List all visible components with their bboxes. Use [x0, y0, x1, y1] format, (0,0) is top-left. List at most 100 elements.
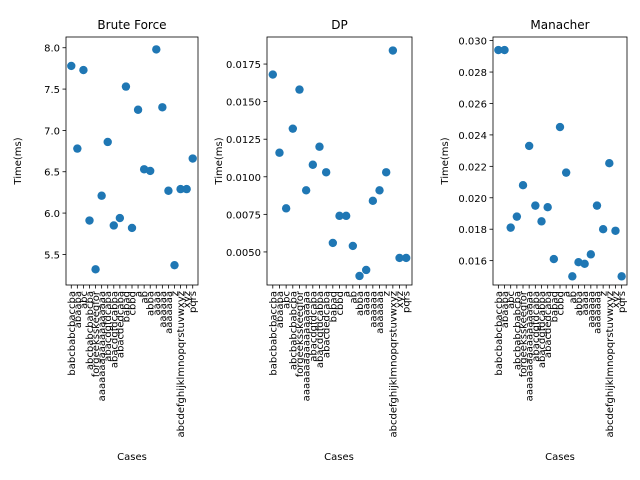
y-tick-label: 0.022 — [458, 162, 487, 173]
subplot-3: Manacher 0.016 0.018 0.020 0.022 0.024 0.026 0.… — [440, 18, 628, 463]
data-point — [500, 45, 509, 55]
data-point — [537, 217, 546, 226]
x-tick-label: aaaaaa — [586, 291, 597, 328]
data-point — [598, 225, 608, 234]
x-tick-label: abacdgfdcabba — [315, 291, 326, 368]
x-tick-label: ab — [568, 291, 579, 303]
data-point — [67, 61, 76, 71]
y-tick-label: 0.018 — [458, 225, 487, 236]
y-axis-label: Time(ms) — [214, 137, 225, 185]
y-tick-label: 0.0175 — [226, 60, 261, 71]
data-point — [315, 142, 324, 151]
x-tick-label: abcdefghijklmnopqrstuvwxyz — [176, 291, 187, 437]
y-tick-label: 0.030 — [458, 37, 487, 48]
data-point — [335, 211, 344, 221]
x-tick-label: abacdedcaba — [543, 291, 554, 358]
x-tick-label: cbbd — [335, 291, 346, 316]
x-tick-label: pqrs — [188, 291, 199, 313]
x-tick-label: cbbd — [556, 291, 567, 316]
x-tick-label: abacdgfdcaba — [103, 291, 114, 362]
x-tick-label: ab — [140, 291, 151, 303]
data-point — [611, 226, 620, 235]
y-tick-label: 8.0 — [44, 44, 60, 55]
data-point — [549, 254, 559, 264]
y-tick-label: 0.020 — [458, 194, 487, 205]
y-axis-label: Time(ms) — [440, 137, 451, 185]
data-point — [605, 159, 614, 168]
data-point — [402, 253, 411, 263]
data-point — [121, 82, 131, 91]
x-tick-label: xyz — [182, 291, 193, 308]
y-tick-label: 0.0100 — [226, 173, 261, 184]
data-point — [295, 85, 304, 94]
data-point — [561, 168, 571, 177]
data-point — [368, 196, 378, 206]
x-tick-label: abacdgfdcabba — [537, 291, 548, 368]
data-point — [79, 65, 88, 75]
x-tick-label: aaaaaaa — [164, 291, 175, 334]
x-tick-label: aaaaaaaaaaaaaaaaaa — [97, 291, 108, 401]
data-point — [301, 186, 311, 195]
x-tick-label: aaaa — [580, 291, 591, 316]
x-tick-label: babad — [328, 291, 339, 322]
x-tick-label: cbbd — [128, 291, 139, 316]
x-tick-label: aaaaaaaaaaaaaaaaaa — [525, 291, 536, 401]
data-point — [506, 223, 515, 232]
x-tick-label: abcdefghijklmnopqrstuvwxyz — [388, 291, 399, 437]
x-tick-label: a — [562, 291, 573, 297]
x-axis-label: Cases — [117, 452, 147, 463]
data-point — [91, 265, 100, 274]
data-point — [268, 70, 277, 79]
data-point — [592, 201, 602, 210]
data-point — [321, 168, 331, 177]
data-point — [288, 124, 298, 133]
data-point — [109, 221, 118, 230]
x-tick-label: abacdgfdcabba — [109, 291, 120, 368]
x-tick-label: abba — [574, 291, 585, 316]
x-tick-label: aaaaaaa — [375, 291, 386, 334]
plot-frame — [492, 36, 628, 286]
data-point — [176, 184, 185, 194]
data-point — [586, 250, 596, 259]
x-tick-label: abaaba — [275, 291, 286, 328]
y-tick-label: 6.5 — [44, 168, 60, 179]
plot-frame — [266, 36, 413, 286]
x-tick-label: aaaa — [152, 291, 163, 316]
data-point — [170, 260, 179, 270]
data-point — [518, 181, 528, 190]
data-point — [127, 223, 137, 233]
subplot-title: DP — [331, 18, 347, 32]
y-tick-label: 0.016 — [458, 257, 487, 268]
data-point — [381, 168, 391, 177]
x-tick-label: babad — [121, 291, 132, 322]
data-point — [524, 141, 534, 151]
data-point — [494, 45, 503, 55]
data-point — [568, 272, 577, 281]
x-tick-label: a — [342, 291, 353, 297]
y-axis-label: Time(ms) — [13, 137, 24, 185]
x-tick-label: xyz — [395, 291, 406, 308]
y-tick-label: 7.5 — [44, 85, 60, 96]
data-point — [555, 122, 565, 132]
y-tick-label: 0.0075 — [226, 210, 261, 221]
x-tick-label: abc — [282, 291, 293, 309]
x-tick-label: aaaaaaaaaaaaaaaaaa — [302, 291, 313, 401]
y-tick-label: 0.024 — [458, 131, 487, 142]
y-tick-label: 0.0150 — [226, 98, 261, 109]
x-tick-label: babcbabcbaccba — [67, 291, 78, 376]
data-point — [328, 238, 338, 248]
data-point — [580, 259, 589, 268]
x-tick-label: abcbabcbabcba — [512, 291, 523, 370]
data-point — [361, 265, 371, 275]
x-tick-label: aaaa — [362, 291, 373, 316]
x-tick-label: abcbabcbabcba — [288, 291, 299, 370]
x-tick-label: aaaaaa — [368, 291, 379, 328]
x-tick-label: abacdedcaba — [322, 291, 333, 358]
y-tick-label: 5.5 — [44, 250, 60, 261]
data-point — [97, 191, 106, 200]
y-tick-label: 7.0 — [44, 126, 60, 137]
x-tick-label: z — [599, 291, 610, 296]
y-tick-label: 0.0125 — [226, 135, 261, 146]
y-tick-label: 6.0 — [44, 209, 60, 220]
y-tick-label: 0.028 — [458, 68, 487, 79]
